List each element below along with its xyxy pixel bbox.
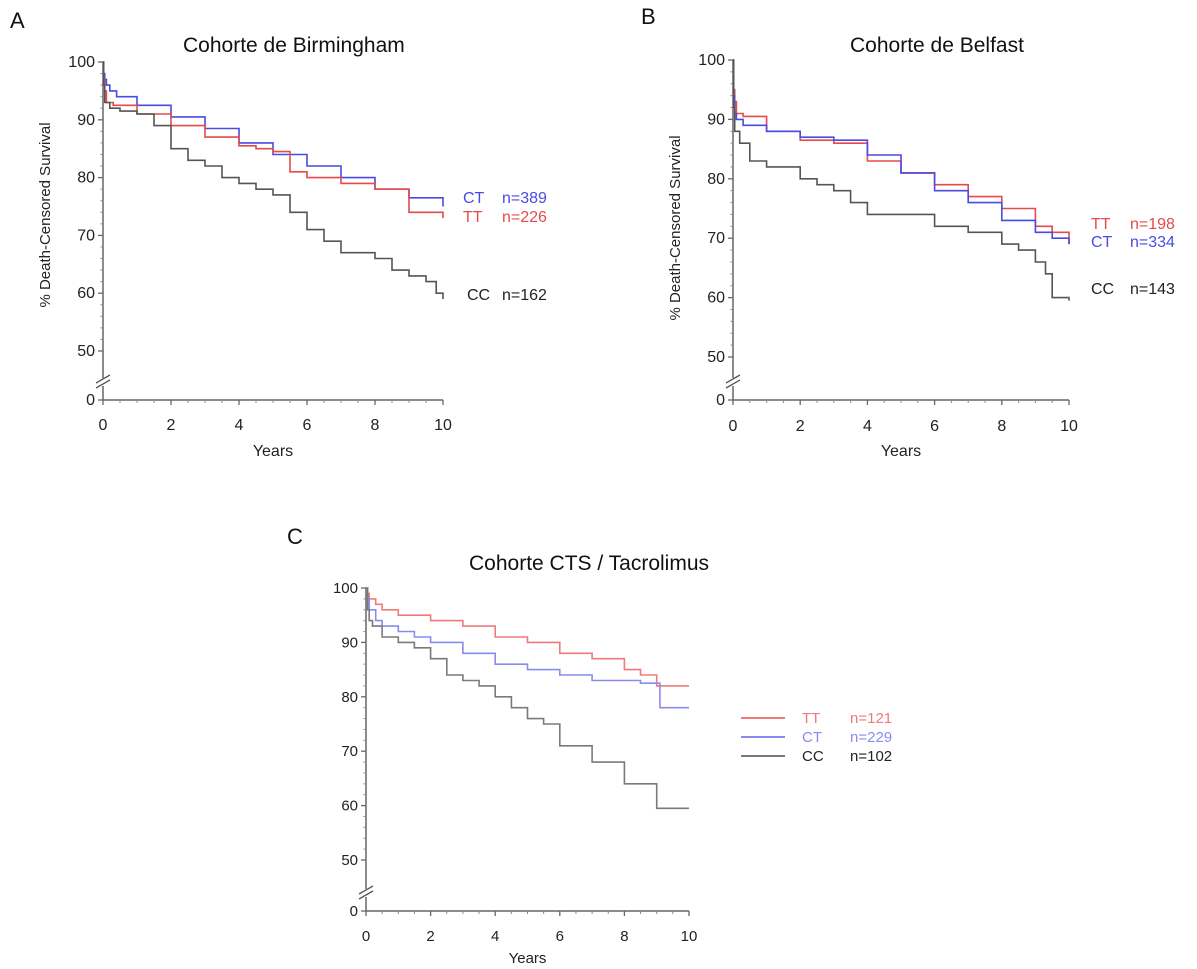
y-tick-label-c: 70: [341, 743, 358, 760]
x-axis-label-b: Years: [881, 443, 921, 460]
y-tick-label-c: 100: [333, 580, 358, 597]
x-tick-label-c: 8: [620, 928, 628, 945]
axis-break-mark-a: [95, 379, 111, 389]
series-line-cc-a: [102, 61, 444, 299]
series-line-ct-c: [366, 587, 689, 709]
axis-break-mark-b: [725, 379, 741, 389]
x-tick-label-c: 2: [426, 928, 434, 945]
x-tick-label-a: 2: [167, 417, 176, 434]
x-tick-label-a: 8: [371, 417, 380, 434]
legend-name-tt-a: TT: [463, 209, 483, 226]
y-axis-label-a: % Death-Censored Survival: [37, 122, 54, 307]
y-tick-label-a: 60: [77, 285, 95, 302]
y-tick-label-a: 80: [77, 170, 95, 187]
x-tick-label-b: 4: [863, 418, 872, 435]
legend-n-ct-b: n=334: [1130, 234, 1175, 251]
legend-name-cc-a: CC: [467, 287, 490, 304]
y-tick-label-b: 70: [707, 230, 725, 247]
legend-n-tt-a: n=226: [502, 209, 547, 226]
legend-name-cc-c: CC: [802, 748, 824, 765]
legend-n-tt-c: n=121: [850, 710, 892, 727]
x-tick-label-b: 0: [729, 418, 738, 435]
x-tick-label-c: 4: [491, 928, 499, 945]
x-tick-label-c: 6: [556, 928, 564, 945]
x-tick-label-b: 2: [796, 418, 805, 435]
x-tick-label-b: 8: [997, 418, 1006, 435]
legend-n-ct-c: n=229: [850, 729, 892, 746]
x-axis-label-a: Years: [253, 443, 293, 460]
legend-n-cc-c: n=102: [850, 748, 892, 765]
y-axis-label-b: % Death-Censored Survival: [667, 135, 684, 320]
y-tick-label-a: 0: [86, 392, 95, 409]
x-tick-label-a: 0: [99, 417, 108, 434]
axis-break-gap-c: [360, 889, 372, 897]
legend-name-ct-c: CT: [802, 729, 822, 746]
y-tick-label-b: 50: [707, 349, 725, 366]
legend-name-ct-a: CT: [463, 190, 485, 207]
panel-label-a: A: [10, 8, 25, 33]
series-line-cc-b: [732, 59, 1070, 301]
axis-break-mark-b: [725, 374, 741, 384]
axis-break-gap-a: [97, 378, 109, 386]
y-tick-label-c: 50: [341, 852, 358, 869]
series-line-ct-a: [102, 61, 444, 207]
legend-n-ct-a: n=389: [502, 190, 547, 207]
y-tick-label-a: 90: [77, 112, 95, 129]
x-tick-label-a: 4: [235, 417, 244, 434]
y-tick-label-c: 90: [341, 634, 358, 651]
x-tick-label-b: 6: [930, 418, 939, 435]
chart-title-c: Cohorte CTS / Tacrolimus: [469, 552, 710, 575]
y-tick-label-b: 0: [716, 392, 725, 409]
y-tick-label-a: 50: [77, 343, 95, 360]
legend-n-cc-a: n=162: [502, 287, 547, 304]
legend-name-ct-b: CT: [1091, 234, 1113, 251]
series-line-ct-b: [732, 59, 1070, 245]
legend-name-tt-c: TT: [802, 710, 820, 727]
legend-n-cc-b: n=143: [1130, 281, 1175, 298]
x-axis-label-c: Years: [509, 950, 547, 967]
x-tick-label-b: 10: [1060, 418, 1078, 435]
y-tick-label-b: 90: [707, 111, 725, 128]
y-tick-label-c: 80: [341, 689, 358, 706]
legend-n-tt-b: n=198: [1130, 216, 1175, 233]
x-tick-label-a: 10: [434, 417, 452, 434]
x-tick-label-a: 6: [303, 417, 312, 434]
axis-break-mark-c: [358, 885, 374, 895]
y-tick-label-b: 60: [707, 290, 725, 307]
chart-title-b: Cohorte de Belfast: [850, 34, 1024, 57]
series-line-tt-c: [366, 587, 689, 687]
axis-break-mark-a: [95, 374, 111, 384]
series-line-cc-c: [366, 587, 689, 810]
y-tick-label-c: 0: [350, 903, 358, 920]
chart-title-a: Cohorte de Birmingham: [183, 34, 405, 57]
y-tick-label-c: 60: [341, 798, 358, 815]
x-tick-label-c: 10: [681, 928, 698, 945]
y-tick-label-a: 100: [68, 54, 95, 71]
y-tick-label-b: 80: [707, 171, 725, 188]
legend-name-cc-b: CC: [1091, 281, 1114, 298]
x-tick-label-c: 0: [362, 928, 370, 945]
y-tick-label-a: 70: [77, 227, 95, 244]
panel-label-b: B: [641, 4, 656, 29]
series-line-tt-a: [102, 61, 444, 219]
legend-name-tt-b: TT: [1091, 216, 1111, 233]
axis-break-mark-c: [358, 890, 374, 900]
axis-break-gap-b: [727, 378, 739, 386]
panel-label-c: C: [287, 524, 303, 549]
y-tick-label-b: 100: [698, 52, 725, 69]
